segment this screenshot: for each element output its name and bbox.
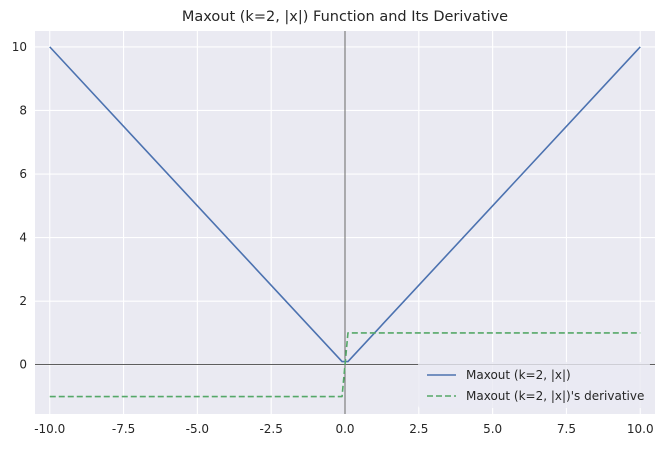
y-tick-label: 10 — [12, 40, 27, 54]
tick-labels: -10.0 -7.5 -5.0 -2.5 0.0 2.5 5.0 7.5 10.0 0 2 4 6 8 10 — [12, 40, 654, 436]
legend: Maxout (k=2, |x|) Maxout (k=2, |x|)'s der… — [418, 362, 650, 408]
x-tick-label: 2.5 — [409, 422, 428, 436]
x-tick-label: 0.0 — [335, 422, 354, 436]
maxout-derivative-line — [49, 332, 641, 398]
x-tick-label: -5.0 — [186, 422, 209, 436]
y-tick-label: 6 — [19, 167, 27, 181]
x-tick-label: -2.5 — [259, 422, 282, 436]
x-tick-label: 5.0 — [483, 422, 502, 436]
x-tick-label: -7.5 — [112, 422, 135, 436]
legend-label-derivative: Maxout (k=2, |x|)'s derivative — [466, 389, 644, 403]
y-tick-label: 2 — [19, 294, 27, 308]
x-tick-label: 7.5 — [557, 422, 576, 436]
chart-title: Maxout (k=2, |x|) Function and Its Deriv… — [182, 9, 508, 25]
y-tick-label: 8 — [19, 103, 27, 117]
x-tick-label: 10.0 — [627, 422, 654, 436]
y-tick-label: 4 — [19, 231, 27, 245]
legend-box — [418, 362, 650, 408]
x-tick-label: -10.0 — [34, 422, 65, 436]
legend-label-function: Maxout (k=2, |x|) — [466, 368, 571, 382]
y-tick-label: 0 — [19, 358, 27, 372]
series-layer — [49, 46, 641, 398]
